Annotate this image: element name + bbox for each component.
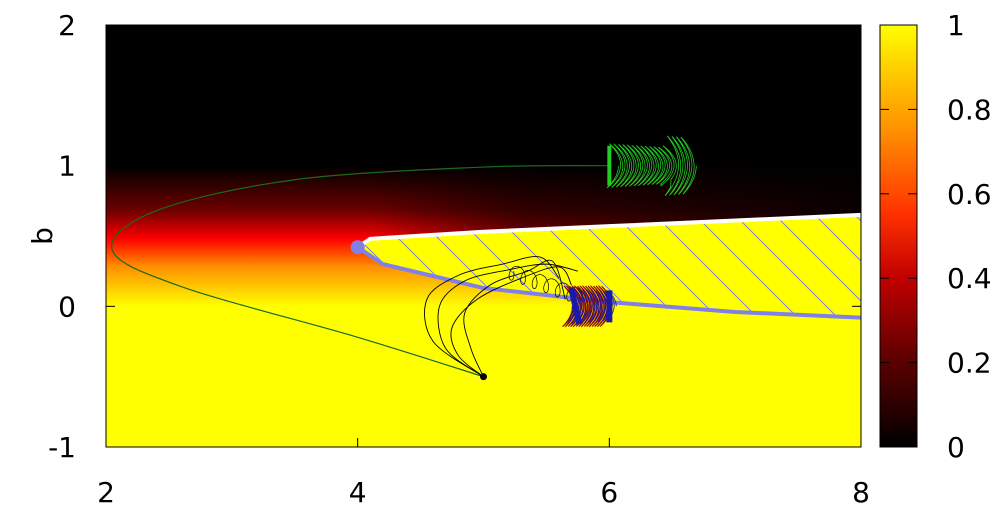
black-trajectory-curve <box>424 256 560 378</box>
x-tick-label: 2 <box>97 476 115 509</box>
trajectory-black <box>424 256 584 378</box>
colorbar-tick-label: 0.6 <box>947 178 992 211</box>
trajectory-green <box>111 164 610 378</box>
trajectory-black-oscillation <box>561 285 617 328</box>
cusp-marker <box>350 240 365 255</box>
hatched-region <box>357 214 861 318</box>
trajectory-start-point <box>480 373 487 381</box>
black-trajectory-curve <box>437 263 578 378</box>
colorbar-ticks: 0 0.2 0.4 0.6 0.8 1 <box>880 9 992 464</box>
y-axis-ticks: -1 0 1 2 <box>48 9 861 464</box>
y-axis-label: b <box>26 227 59 245</box>
colorbar: 0 0.2 0.4 0.6 0.8 1 <box>879 9 992 464</box>
colorbar-tick-label: 0 <box>947 431 965 464</box>
x-tick-label: 8 <box>852 476 870 509</box>
hatched-region-lower-boundary <box>356 245 861 320</box>
black-trajectory-curve <box>450 266 572 378</box>
y-tick-label: -1 <box>48 431 76 464</box>
black-oscillation-left-edge <box>568 287 583 325</box>
hatched-region-upper-boundary <box>356 212 861 249</box>
colorbar-tick-label: 0.2 <box>947 347 992 380</box>
y-tick-label: 1 <box>58 150 76 183</box>
y-tick-label: 0 <box>58 290 76 323</box>
x-tick-label: 6 <box>600 476 618 509</box>
y-tick-label: 2 <box>58 9 76 42</box>
plot-area <box>106 25 861 447</box>
colorbar-gradient <box>879 24 918 448</box>
x-tick-label: 4 <box>349 476 367 509</box>
green-oscillation-loops <box>606 135 697 197</box>
colorbar-tick-label: 0.4 <box>947 262 992 295</box>
colorbar-tick-label: 0.8 <box>947 93 992 126</box>
black-trajectory-curve <box>463 259 566 377</box>
trajectory-green-oscillation <box>606 135 697 197</box>
heatmap-fade <box>106 25 861 244</box>
plot-frame <box>105 24 862 448</box>
colorbar-tick-label: 1 <box>947 9 965 42</box>
